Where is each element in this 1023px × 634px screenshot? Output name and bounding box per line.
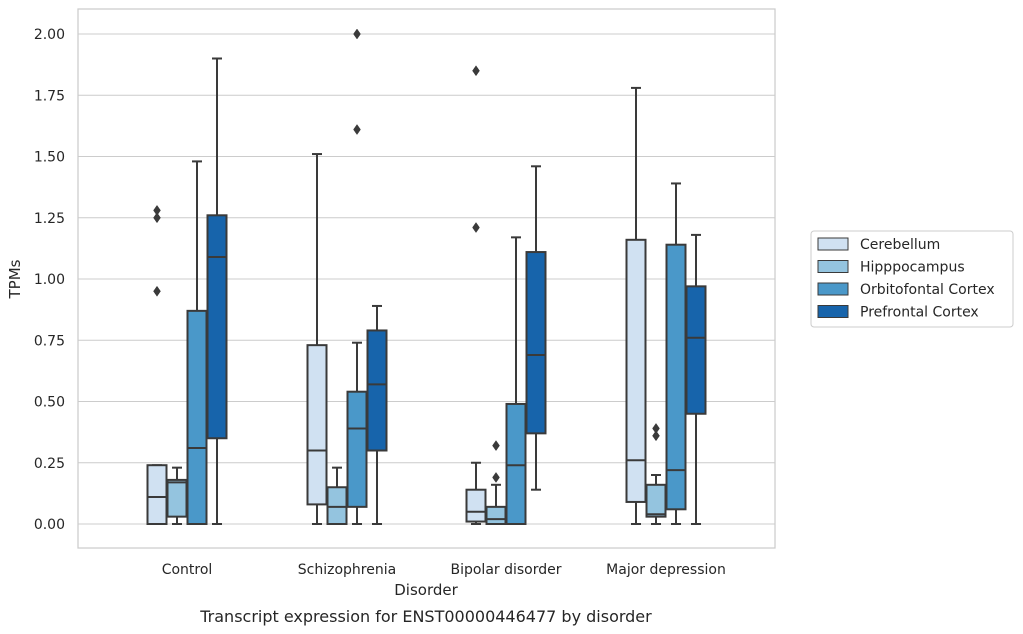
box-iqr	[465, 488, 487, 523]
box-iqr	[306, 344, 328, 506]
x-tick-labels: Control Schizophrenia Bipolar disorder Majo…	[162, 562, 726, 578]
outlier-point	[492, 440, 500, 452]
box-iqr	[326, 486, 348, 525]
box-1-1	[326, 466, 348, 525]
x-tick-label: Control	[162, 562, 213, 578]
box-3-3	[685, 233, 707, 525]
outlier-point	[153, 285, 161, 297]
y-tick-label: 1.75	[34, 88, 65, 104]
outlier-point	[492, 472, 500, 483]
y-tick-label: 0.25	[34, 456, 65, 472]
legend-label: Orbitofontal Cortex	[860, 282, 995, 298]
box-iqr	[645, 483, 667, 518]
y-tick-label: 0.50	[34, 395, 65, 411]
x-tick-label: Major depression	[606, 562, 726, 578]
box-3-2	[525, 165, 547, 491]
legend-label: Hipppocampus	[860, 260, 965, 276]
box-3-0	[206, 57, 228, 525]
legend-label: Cerebellum	[860, 237, 940, 253]
box-plots	[146, 28, 707, 526]
box-iqr	[186, 309, 208, 525]
box-iqr	[206, 214, 228, 440]
box-iqr	[505, 402, 527, 526]
box-iqr	[525, 251, 547, 435]
y-tick-label: 2.00	[34, 27, 65, 43]
x-tick-label: Bipolar disorder	[450, 562, 561, 578]
legend: Cerebellum Hipppocampus Orbitofontal Corte…	[810, 230, 1014, 328]
box-iqr	[485, 505, 507, 526]
box-2-2	[505, 236, 527, 526]
outlier-point	[472, 65, 480, 77]
box-iqr	[366, 329, 388, 452]
box-2-3	[665, 182, 687, 525]
legend-swatch	[817, 282, 849, 296]
outlier-point	[353, 28, 361, 40]
box-0-3	[625, 86, 647, 525]
box-0-0	[146, 204, 168, 526]
y-tick-label: 0.00	[34, 517, 65, 533]
outlier-point	[472, 222, 480, 233]
legend-swatch	[817, 260, 849, 273]
box-0-2	[465, 65, 487, 525]
outlier-point	[353, 124, 361, 135]
box-2-0	[186, 160, 208, 525]
box-0-1	[306, 153, 328, 525]
outlier-point	[652, 423, 660, 434]
box-1-3	[645, 423, 667, 525]
y-tick-labels: 0.00 0.25 0.50 0.75 1.00 1.25 1.50 1.75 2.00	[34, 27, 65, 533]
y-tick-label: 0.75	[34, 333, 65, 349]
legend-items: Cerebellum Hipppocampus Orbitofontal Corte…	[817, 237, 995, 321]
outlier-point	[652, 430, 660, 442]
box-1-0	[166, 466, 188, 525]
box-iqr	[346, 390, 368, 508]
box-2-1	[346, 28, 368, 525]
box-3-1	[366, 304, 388, 525]
y-tick-label: 1.50	[34, 150, 65, 166]
outlier-point	[153, 204, 161, 216]
x-axis-label: Disorder	[394, 581, 458, 599]
x-tick-label: Schizophrenia	[298, 562, 396, 578]
legend-swatch	[817, 237, 849, 251]
legend-label: Prefrontal Cortex	[860, 305, 979, 321]
legend-frame	[810, 230, 1014, 328]
y-axis-label: TPMs	[6, 259, 24, 299]
chart-caption: Transcript expression for ENST0000044647…	[199, 607, 652, 626]
box-iqr	[146, 464, 168, 526]
legend-swatch	[817, 305, 849, 318]
box-iqr	[625, 238, 647, 503]
y-tick-label: 1.25	[34, 211, 65, 227]
box-iqr	[685, 285, 707, 415]
box-1-2	[485, 440, 507, 526]
outlier-point	[153, 212, 161, 224]
plot-frame	[77, 8, 776, 549]
box-iqr	[166, 478, 188, 518]
y-tick-label: 1.00	[34, 272, 65, 288]
